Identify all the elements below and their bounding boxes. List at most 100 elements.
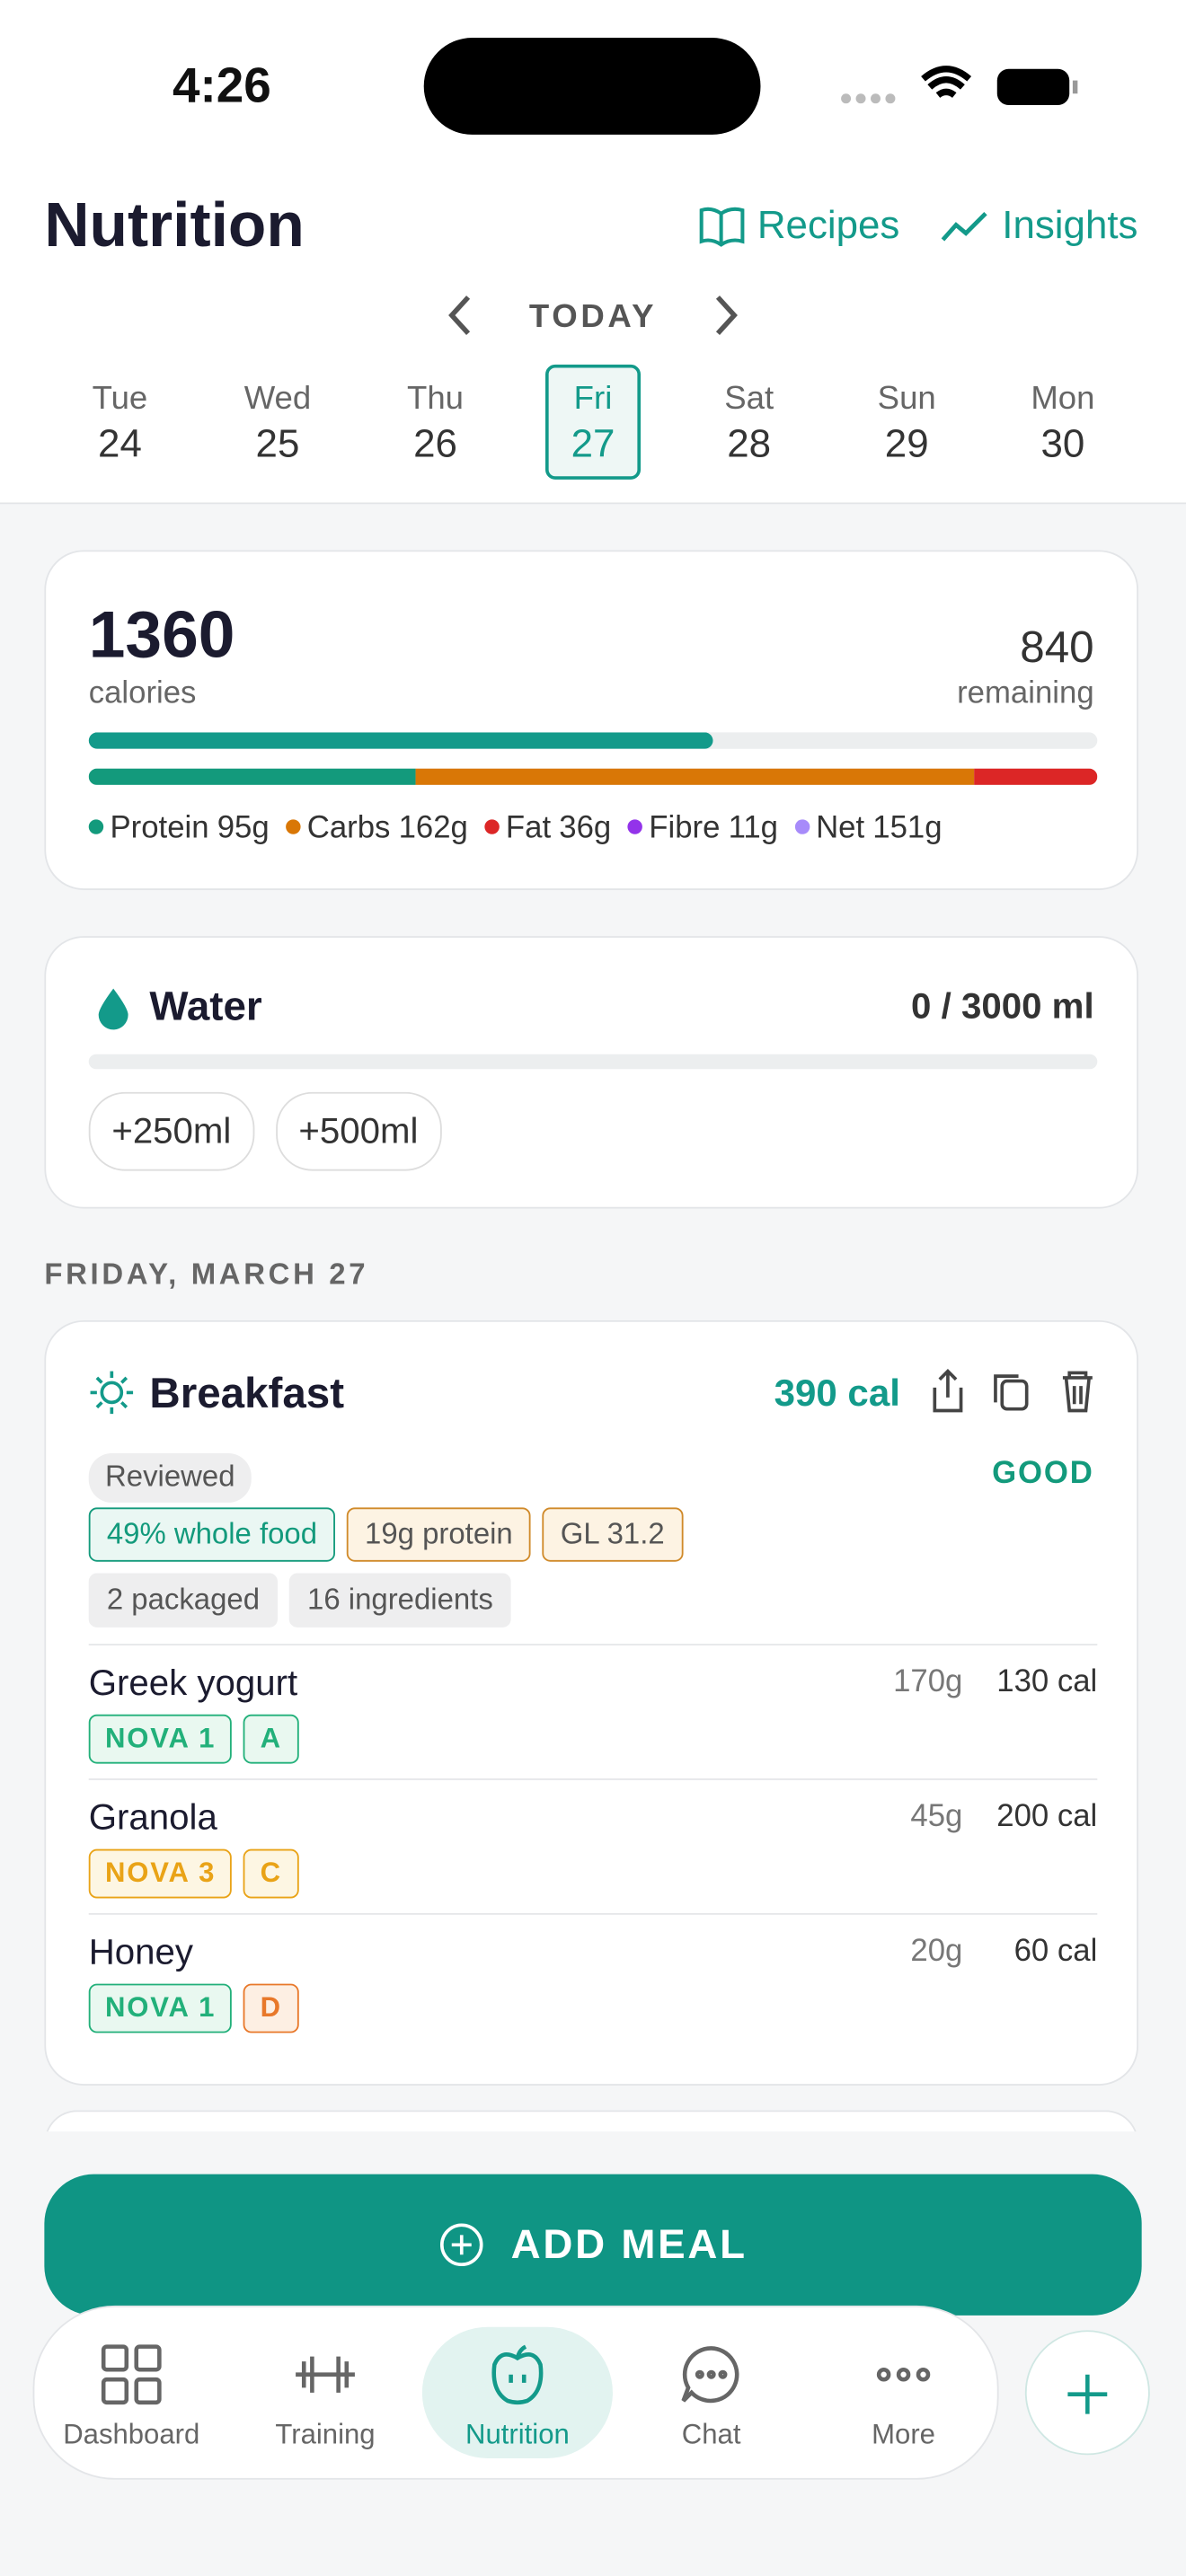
tab-bar: Dashboard Training Nutrition Chat More [32,2305,999,2480]
prev-day[interactable] [444,292,477,338]
legend-value: 151 [872,811,925,846]
add-meal-label: ADD MEAL [510,2220,748,2267]
tab-icon [491,2344,544,2405]
legend-value: 36 [559,811,594,846]
item-tag: D [243,1983,299,2033]
selected-day [544,364,642,480]
day-date: 24 [98,421,142,467]
meal-title: Breakfast [149,1367,345,1417]
legend-unit: g [760,811,779,846]
legend-dot [794,819,810,834]
legend-unit: g [252,811,270,846]
legend-name: Fibre [649,811,721,846]
add-meal-button[interactable]: ADD MEAL [44,2174,1142,2316]
macro-segment [88,768,416,785]
legend-value: 11 [728,811,761,846]
fab-icon [1067,2374,1108,2414]
item-tag: NOVA 1 [88,1714,233,1764]
insights-link[interactable]: Insights [1002,203,1138,249]
tab-label[interactable]: Training [275,2419,376,2450]
status-icons [841,66,1078,106]
fab[interactable] [1024,2330,1150,2456]
active-tab-bg [421,2326,613,2458]
macro-segment [973,768,1098,785]
meal-card: Breakfast 390 cal Reviewed GOOD 49% whol… [44,1319,1139,2086]
day-date: 26 [413,421,457,467]
item-tag: NOVA 1 [88,1983,233,2033]
legend-value: 162 [398,811,451,846]
calories-value: 1360 [88,599,235,672]
item-name: Granola [88,1796,217,1838]
water-bar-track [88,1054,1098,1070]
water-title: Water [149,984,262,1030]
item-weight: 45g [910,1799,963,1835]
item-name: Honey [88,1931,193,1972]
meal-actions[interactable] [925,1368,1105,1417]
legend-name: Fat [505,811,552,846]
legend-dot [285,819,301,834]
day-name[interactable]: Sat [724,381,774,418]
item-tag: C [243,1848,299,1899]
meal-items: Greek yogurt 130 cal 170g NOVA 1 A Granola 200… [88,1644,1098,2048]
macro-legend: Protein 95g Carbs 162g Fat 36g Fibre 11g Net 151g [88,811,1140,847]
recipes-link[interactable]: Recipes [757,203,900,249]
day-name[interactable]: Wed [243,381,312,418]
item-tag: NOVA 3 [88,1848,233,1899]
remaining-label: remaining [957,676,1094,711]
time: 4:26 [172,58,271,114]
water-button[interactable]: +250ml [88,1091,254,1171]
insights-icon [941,211,987,242]
day-name[interactable]: Fri [573,381,613,418]
water-value: 0 [910,984,932,1027]
day-date: 30 [1040,421,1085,467]
water-button[interactable]: +500ml [275,1091,442,1171]
item-calories: 200 cal [996,1799,1098,1835]
day-date: 28 [727,421,772,467]
legend-dot [88,819,104,834]
calories-label: calories [88,676,197,711]
legend-dot [627,819,642,834]
meal-calories: 390 cal [774,1371,900,1415]
macro-segment [415,768,974,785]
item-weight: 20g [910,1934,963,1970]
day-date: 27 [571,421,615,467]
day-name[interactable]: Tue [92,381,148,418]
item-name: Greek yogurt [88,1662,298,1703]
day-name[interactable]: Mon [1031,381,1095,418]
tab-label[interactable]: Dashboard [63,2419,200,2450]
next-day[interactable] [710,292,743,338]
legend-name: Net [816,811,865,846]
meal-tag: 49% whole food [88,1507,336,1562]
sun-icon [90,1371,134,1415]
tab-label[interactable]: Nutrition [465,2419,570,2450]
tag-row: 2 packaged 16 ingredients [88,1573,695,1628]
day-name[interactable]: Sun [877,381,936,418]
day-date: 29 [884,421,929,467]
water-separator: / [941,984,951,1027]
item-tag: A [243,1714,299,1764]
legend-unit: g [593,811,612,846]
meal-tag: 2 packaged [88,1573,279,1628]
legend-name: Protein [110,811,209,846]
meal-tag: GL 31.2 [542,1507,683,1562]
tab-label[interactable]: More [872,2419,935,2450]
today-label: TODAY [528,298,658,335]
summary-card: 1360 calories 840 remaining Protein 95g Ca… [44,550,1140,890]
water-buttons: +250ml +500ml [88,1091,442,1171]
dynamic-island [423,38,761,135]
meal-tags: 49% whole food 19g protein GL 31.2 2 packag… [88,1507,695,1638]
macro-bar [88,768,1098,785]
legend-unit: g [925,811,943,846]
tab-icon [876,2367,931,2382]
day-date: 25 [255,421,300,467]
meal-tag: 16 ingredients [288,1573,511,1628]
legend-item: Fat 36g [484,811,612,846]
tab-label[interactable]: Chat [681,2419,741,2450]
day-name[interactable]: Thu [406,381,465,418]
